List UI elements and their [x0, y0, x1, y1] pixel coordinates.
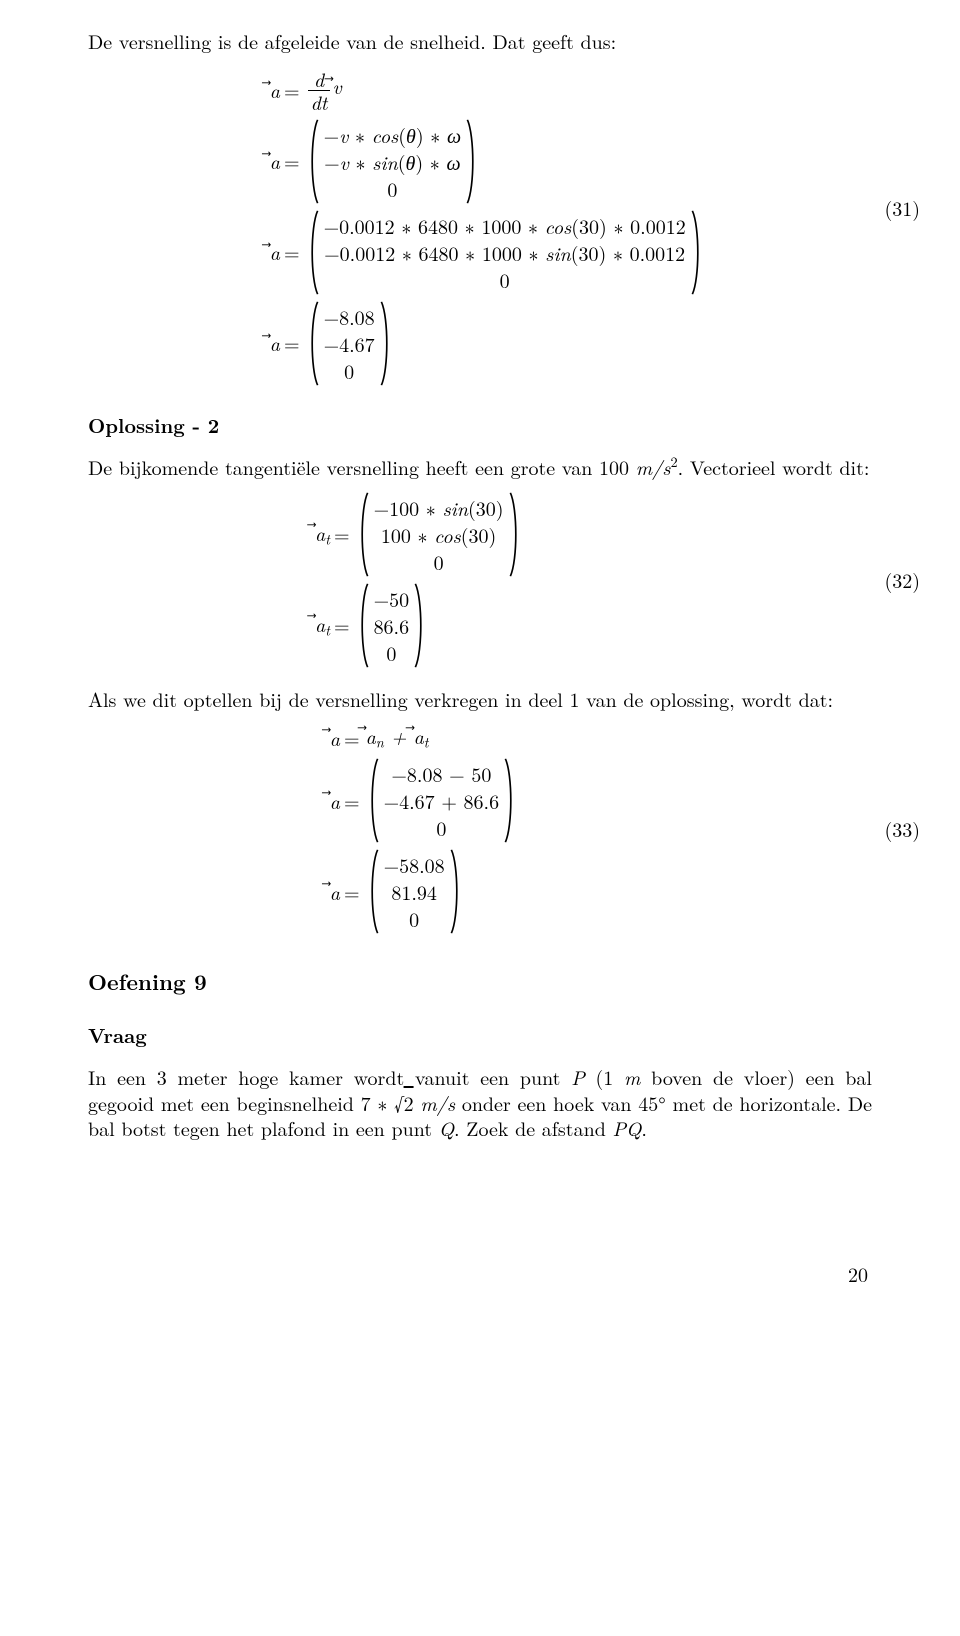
equation-31: a = ddtv a = −v ∗ cos(θ) ∗ ω−v ∗ sin(θ) …: [88, 68, 872, 386]
eq33-line2: a = −8.08 − 50−4.67 + 86.60: [288, 758, 872, 843]
eq31-line4: a = −8.08−4.670: [228, 301, 872, 386]
page-number: 20: [88, 1261, 872, 1287]
eq31-line2: a = −v ∗ cos(θ) ∗ ω−v ∗ sin(θ) ∗ ω0: [228, 119, 872, 204]
eq33-number: (33): [884, 816, 920, 842]
eq32-matrix2: −5086.60: [358, 583, 426, 668]
eq33-line1: a = an + at: [288, 723, 872, 752]
para-vraag: In een 3 meter hoge kamer wordt vanuit e…: [88, 1064, 872, 1141]
eq33-line3: a = −58.0881.940: [288, 849, 872, 934]
eq32-matrix1: −100 ∗ sin(30)100 ∗ cos(30)0: [358, 492, 520, 577]
eq33-matrix2: −8.08 − 50−4.67 + 86.60: [368, 758, 516, 843]
eq31-number: (31): [884, 195, 920, 221]
heading-vraag: Vraag: [88, 1022, 872, 1048]
equation-32: at = −100 ∗ sin(30)100 ∗ cos(30)0 at = −…: [88, 492, 872, 668]
eq31-matrix2: −v ∗ cos(θ) ∗ ω−v ∗ sin(θ) ∗ ω0: [308, 119, 478, 204]
para-oplossing2: De bijkomende tangentiële versnelling he…: [88, 453, 872, 480]
intro-text: De versnelling is de afgeleide van de sn…: [88, 28, 872, 54]
eq33-matrix3: −58.0881.940: [368, 849, 461, 934]
eq32-line2: at = −5086.60: [278, 583, 872, 668]
eq31-line1-rhs: ddtv: [306, 68, 342, 113]
heading-oefening-9: Oefening 9: [88, 968, 872, 996]
eq32-line1: at = −100 ∗ sin(30)100 ∗ cos(30)0: [278, 492, 872, 577]
eq31-matrix3: −0.0012 ∗ 6480 ∗ 1000 ∗ cos(30) ∗ 0.0012…: [308, 210, 702, 295]
eq33-line1-rhs: an + at: [366, 723, 429, 752]
eq31-line1: a = ddtv: [228, 68, 872, 113]
heading-oplossing-2: Oplossing - 2: [88, 412, 872, 438]
eq31-matrix4: −8.08−4.670: [308, 301, 391, 386]
para-midline: Als we dit optellen bij de versnelling v…: [88, 686, 872, 712]
eq31-line3: a = −0.0012 ∗ 6480 ∗ 1000 ∗ cos(30) ∗ 0.…: [228, 210, 872, 295]
eq32-number: (32): [884, 567, 920, 593]
equation-33: a = an + at a = −8.08 − 50−4.67 + 86.60 …: [88, 723, 872, 934]
